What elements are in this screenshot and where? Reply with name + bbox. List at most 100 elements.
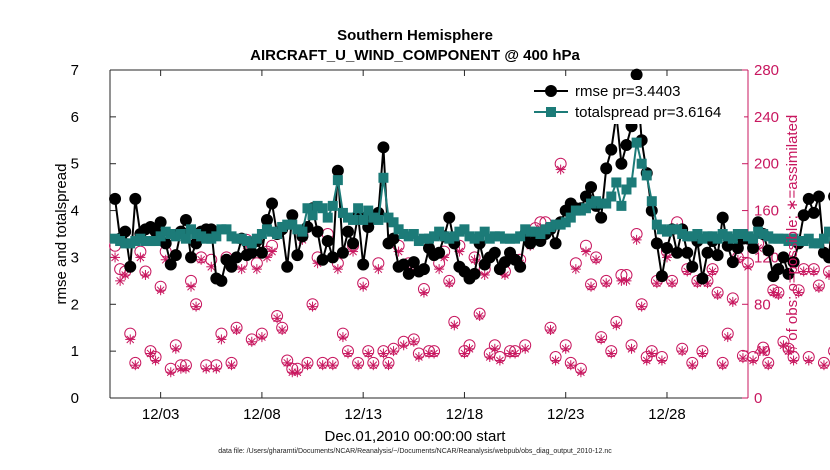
rmse-point bbox=[802, 192, 815, 205]
assimilated-obs-point bbox=[155, 285, 166, 296]
assimilated-obs-point bbox=[707, 266, 718, 277]
asterisk-stroke bbox=[820, 361, 828, 370]
totalspread-point bbox=[479, 226, 490, 237]
rmse-point bbox=[225, 260, 238, 273]
totalspread-point bbox=[317, 203, 328, 214]
y-tick-label: 6 bbox=[71, 109, 79, 126]
asterisk-stroke bbox=[794, 288, 803, 297]
rmse-point bbox=[119, 225, 132, 238]
asterisk-stroke bbox=[328, 361, 337, 370]
assimilated-obs-point bbox=[342, 348, 353, 359]
totalspread-point bbox=[631, 137, 642, 148]
assimilated-obs-point bbox=[383, 360, 394, 371]
totalspread-point bbox=[378, 172, 389, 183]
totalspread-point bbox=[322, 212, 333, 223]
y-tick-label: 0 bbox=[71, 390, 79, 407]
assimilated-obs-point bbox=[332, 264, 343, 275]
assimilated-obs-point bbox=[727, 296, 738, 307]
asterisk-stroke bbox=[668, 279, 676, 288]
assimilated-obs-point bbox=[550, 355, 561, 366]
assimilated-obs-point bbox=[677, 346, 688, 357]
assimilated-obs-point bbox=[246, 336, 257, 347]
rmse-point bbox=[402, 267, 415, 280]
rmse-point bbox=[316, 253, 329, 266]
assimilated-obs-point bbox=[191, 301, 202, 312]
assimilated-obs-point bbox=[302, 360, 313, 371]
assimilated-obs-point bbox=[216, 334, 227, 345]
rmse-point bbox=[443, 211, 456, 224]
rmse-point bbox=[716, 211, 729, 224]
assimilated-obs-point bbox=[570, 264, 581, 275]
asterisk-stroke bbox=[678, 347, 687, 356]
assimilated-obs-point bbox=[201, 363, 212, 374]
asterisk-stroke bbox=[359, 282, 368, 291]
assimilated-obs-point bbox=[768, 287, 779, 298]
asterisk-stroke bbox=[480, 271, 489, 279]
assimilated-obs-point bbox=[606, 348, 617, 359]
axes: 12/0312/0812/1312/1812/2312/280123456704… bbox=[71, 62, 779, 423]
rmse-point bbox=[357, 258, 370, 271]
assimilated-obs-point bbox=[120, 270, 131, 280]
asterisk-stroke bbox=[237, 265, 246, 274]
asterisk-stroke bbox=[825, 273, 830, 279]
rmse-point bbox=[787, 256, 800, 269]
totalspread-point bbox=[353, 203, 364, 214]
series-layer bbox=[109, 68, 830, 378]
legend[interactable]: rmse pr=3.4403 totalspread pr=3.6164 bbox=[528, 80, 744, 124]
rmse-point bbox=[488, 246, 501, 259]
asterisk-stroke bbox=[399, 341, 408, 350]
totalspread-point bbox=[606, 191, 617, 202]
asterisk-stroke bbox=[521, 344, 530, 353]
rmse-point bbox=[823, 251, 830, 264]
totalspread-point bbox=[358, 214, 369, 225]
assimilated-obs-point bbox=[626, 343, 637, 354]
assimilated-obs-point bbox=[788, 355, 799, 366]
totalspread-point bbox=[211, 231, 222, 242]
asterisk-stroke bbox=[784, 347, 793, 356]
y2-axis-label: # of obs: o=possible; ∗=assimilated bbox=[784, 115, 801, 354]
assimilated-obs-point bbox=[145, 348, 156, 359]
assimilated-obs-point bbox=[231, 325, 242, 336]
assimilated-obs-point bbox=[267, 246, 278, 257]
asterisk-stroke bbox=[116, 276, 125, 285]
totalspread-point bbox=[373, 214, 384, 225]
rmse-point bbox=[752, 216, 765, 229]
asterisk-stroke bbox=[774, 291, 783, 299]
asterisk-stroke bbox=[182, 364, 190, 373]
rmse-point bbox=[468, 267, 481, 280]
assimilated-obs-point bbox=[251, 264, 262, 275]
asterisk-stroke bbox=[268, 247, 276, 256]
asterisk-stroke bbox=[465, 344, 474, 353]
asterisk-stroke bbox=[769, 288, 778, 297]
rmse-point bbox=[600, 162, 613, 175]
assimilated-obs-point bbox=[125, 334, 136, 345]
asterisk-stroke bbox=[414, 353, 423, 361]
y-tick-label: 7 bbox=[71, 62, 79, 79]
x-tick-label: 12/23 bbox=[547, 406, 585, 423]
x-axis-label: Dec.01,2010 00:00:00 start bbox=[325, 428, 507, 445]
rmse-point bbox=[281, 260, 294, 273]
asterisk-stroke bbox=[273, 314, 281, 323]
assimilated-obs-point bbox=[130, 360, 141, 371]
asterisk-stroke bbox=[698, 349, 707, 358]
x-tick-label: 12/03 bbox=[142, 406, 180, 423]
assimilated-obs-point bbox=[667, 278, 678, 289]
asterisk-stroke bbox=[202, 364, 211, 373]
assimilated-obs-point bbox=[631, 234, 642, 245]
asterisk-stroke bbox=[728, 298, 737, 306]
rmse-point bbox=[671, 246, 684, 259]
assimilated-obs-point bbox=[748, 355, 759, 366]
asterisk-stroke bbox=[217, 335, 226, 344]
asterisk-stroke bbox=[814, 283, 823, 292]
assimilated-obs-point bbox=[115, 275, 126, 286]
asterisk-stroke bbox=[207, 262, 216, 271]
rmse-point bbox=[701, 246, 714, 259]
assimilated-obs-point bbox=[737, 353, 748, 364]
totalspread-point bbox=[636, 158, 647, 169]
rmse-point bbox=[129, 192, 142, 205]
asterisk-stroke bbox=[121, 271, 130, 279]
totalspread-point bbox=[626, 177, 637, 188]
assimilated-obs-point bbox=[256, 332, 267, 343]
asterisk-stroke bbox=[804, 356, 813, 365]
asterisk-stroke bbox=[126, 335, 135, 344]
